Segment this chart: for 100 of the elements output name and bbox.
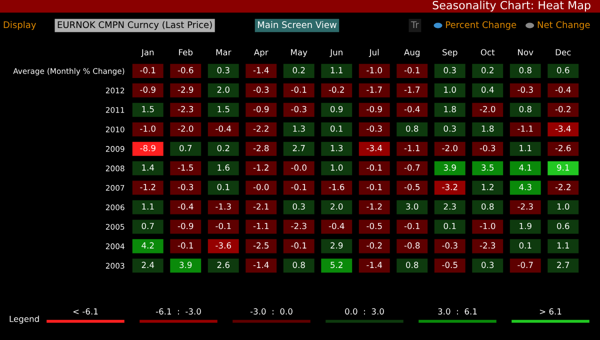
data-label: -1.5 xyxy=(178,164,194,171)
data-label: 2.7 xyxy=(292,144,305,152)
data-label: 1.0 xyxy=(330,164,343,171)
x-tick-label: Sep xyxy=(442,49,458,58)
data-label: -0.1 xyxy=(140,67,156,74)
data-label: -2.9 xyxy=(178,86,194,93)
text: Net Change xyxy=(538,21,590,30)
data-label: -2.3 xyxy=(480,242,496,249)
data-label: 0.3 xyxy=(444,67,456,74)
data-label: 3.9 xyxy=(180,262,192,268)
data-label: 1.5 xyxy=(142,106,154,112)
data-label: -1.1 xyxy=(253,222,268,230)
data-label: -1.2 xyxy=(366,203,382,210)
data-label: 1.3 xyxy=(293,125,305,132)
data-label: 0.3 xyxy=(444,125,456,132)
data-label: -0.3 xyxy=(518,86,533,93)
text: > 6.1 xyxy=(540,308,562,315)
data-label: -2.6 xyxy=(555,144,571,152)
data-label: 0.1 xyxy=(217,184,230,190)
x-tick-label: Apr xyxy=(254,49,268,58)
data-label: -0.7 xyxy=(404,164,420,171)
data-label: 2.7 xyxy=(557,262,570,268)
data-label: -2.3 xyxy=(518,203,533,210)
data-label: 0.8 xyxy=(406,125,418,132)
data-label: -0.5 xyxy=(442,262,458,268)
data-label: -0.4 xyxy=(328,222,344,230)
data-label: -1.0 xyxy=(480,222,496,230)
data-label: -1.1 xyxy=(518,126,533,132)
data-label: -0.4 xyxy=(555,86,571,93)
data-label: -3.4 xyxy=(555,125,571,132)
data-label: -0.3 xyxy=(442,242,458,249)
text: Percent Change xyxy=(446,21,516,30)
data-label: -0.3 xyxy=(253,86,269,93)
data-label: -0.9 xyxy=(140,86,156,93)
data-label: 0.3 xyxy=(292,203,305,210)
data-label: -0.1 xyxy=(404,67,420,74)
data-label: 1.0 xyxy=(444,86,456,93)
data-label: -0.0 xyxy=(291,164,306,171)
x-tick-label: May xyxy=(291,49,308,58)
data-label: 0.1 xyxy=(444,222,456,230)
data-label: 0.2 xyxy=(292,67,305,74)
data-label: -2.8 xyxy=(253,144,269,152)
data-label: -0.4 xyxy=(404,106,420,112)
data-label: -0.6 xyxy=(178,67,194,74)
data-label: -8.9 xyxy=(140,144,156,152)
text: 0.0 : 3.0 xyxy=(345,308,384,315)
data-label: 1.0 xyxy=(557,203,570,210)
data-label: 0.7 xyxy=(180,144,192,152)
data-label: -0.5 xyxy=(366,222,382,230)
data-label: 2.3 xyxy=(444,203,456,210)
data-label: 0.9 xyxy=(330,106,343,112)
data-label: 0.3 xyxy=(482,262,494,268)
text: -6.1 : -3.0 xyxy=(156,308,201,315)
data-label: 1.6 xyxy=(218,164,230,171)
data-label: -0.1 xyxy=(291,86,306,93)
data-label: -3.4 xyxy=(366,144,382,152)
data-label: -0.2 xyxy=(555,106,570,112)
data-label: 1.1 xyxy=(330,67,342,74)
data-label: 1.8 xyxy=(482,125,494,132)
data-label: -0.4 xyxy=(178,203,194,210)
x-tick-label: Jul xyxy=(368,48,379,57)
data-label: -1.7 xyxy=(404,86,420,93)
data-label: 1.1 xyxy=(557,242,569,248)
data-label: -0.3 xyxy=(178,184,194,190)
chart-title: Seasonality Chart: Heat Map xyxy=(432,0,590,12)
data-label: -2.3 xyxy=(178,106,194,112)
data-label: -1.1 xyxy=(404,145,420,152)
data-label: -1.6 xyxy=(328,184,344,190)
data-label: 2.4 xyxy=(142,262,154,268)
data-label: -1.7 xyxy=(366,86,382,93)
data-label: -2.5 xyxy=(253,242,269,249)
data-label: -0.3 xyxy=(480,144,496,152)
data-label: -1.3 xyxy=(216,203,231,210)
data-label: 1.8 xyxy=(444,106,456,112)
data-label: 0.6 xyxy=(557,67,570,74)
data-label: -0.9 xyxy=(366,106,382,112)
data-label: 5.2 xyxy=(330,262,342,268)
data-label: 2.9 xyxy=(330,242,343,249)
data-label: -1.0 xyxy=(366,67,382,74)
data-label: 2.6 xyxy=(217,262,230,268)
data-label: -0.4 xyxy=(216,125,232,132)
data-label: -1.4 xyxy=(366,262,382,268)
data-label: -2.0 xyxy=(480,106,496,112)
x-tick-label: Aug xyxy=(404,49,420,58)
text: < -6.1 xyxy=(73,308,98,315)
data-label: -0.9 xyxy=(178,222,194,230)
text: Tr xyxy=(410,21,419,28)
data-label: 0.7 xyxy=(142,222,154,230)
data-label: 9.1 xyxy=(557,164,569,171)
data-label: 3.5 xyxy=(482,164,494,171)
data-label: -0.0 xyxy=(253,184,269,190)
data-label: 2.0 xyxy=(330,203,343,210)
data-label: -1.4 xyxy=(253,67,269,74)
x-tick-label: Jan xyxy=(141,49,154,57)
data-label: 1.1 xyxy=(520,145,532,152)
data-label: -0.1 xyxy=(366,184,382,190)
text: Main Screen View xyxy=(258,21,336,28)
data-label: -2.0 xyxy=(442,144,458,152)
data-label: 1.2 xyxy=(482,184,494,190)
data-label: 0.8 xyxy=(519,106,532,112)
